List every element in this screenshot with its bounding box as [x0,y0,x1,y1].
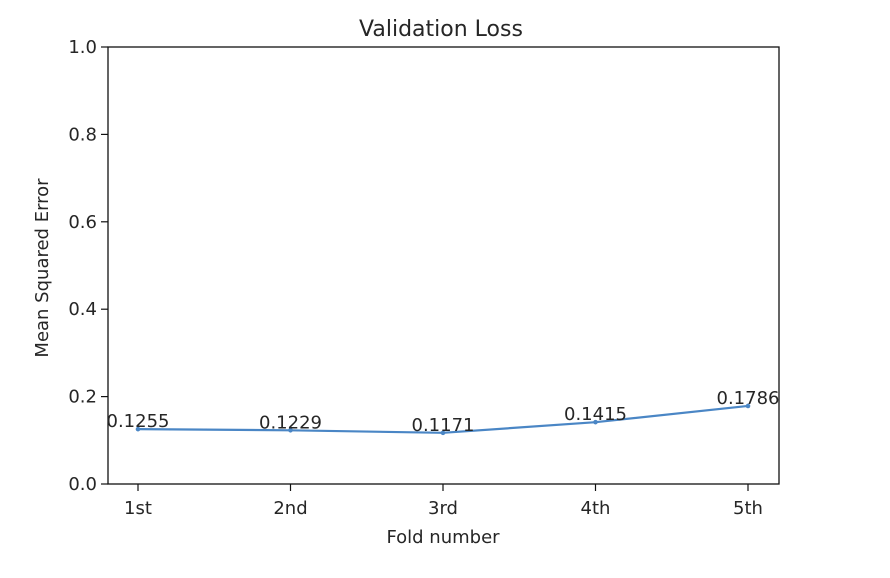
data-point [135,426,141,432]
y-tick-label: 1.0 [68,37,97,58]
data-label: 0.1415 [564,404,627,425]
x-axis-ticks: 1st 2nd 3rd 4th 5th [124,484,763,519]
x-axis-label: Fold number [386,527,500,548]
y-tick-label: 0.4 [68,299,97,320]
data-point [288,427,293,433]
x-tick-label: 2nd [273,498,307,519]
x-tick-label: 3rd [428,498,458,519]
y-axis-ticks: 0.0 0.2 0.4 0.6 0.8 1.0 [68,37,108,495]
series-layer [135,403,751,436]
y-tick-label: 0.2 [68,387,97,408]
x-tick-label: 1st [124,498,152,519]
data-label: 0.1255 [107,411,170,432]
y-axis-label: Mean Squared Error [32,178,53,358]
x-tick-label: 4th [581,498,611,519]
data-label: 0.1786 [717,388,780,409]
data-label-layer: 0.1255 0.1229 0.1171 0.1415 0.1786 [107,388,780,436]
x-tick-label: 5th [733,498,763,519]
data-point [745,403,751,409]
data-label: 0.1171 [412,415,475,436]
y-tick-label: 0.0 [68,474,97,495]
data-label: 0.1229 [259,412,322,433]
data-point [440,430,446,436]
y-tick-label: 0.8 [68,124,97,145]
chart-title: Validation Loss [359,17,523,42]
data-point [593,419,598,425]
y-tick-label: 0.6 [68,212,97,233]
